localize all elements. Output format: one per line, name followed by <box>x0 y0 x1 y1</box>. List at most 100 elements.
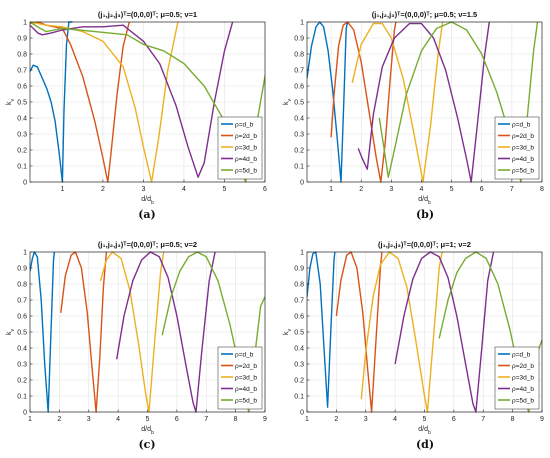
y-tick-label: 0.1 <box>294 393 304 400</box>
y-tick-label: 0.5 <box>17 99 27 106</box>
x-tick-label: 1 <box>28 416 32 423</box>
y-tick-label: 0.5 <box>294 99 304 106</box>
legend-label: ρ=3d_b <box>235 144 257 151</box>
y-tick-label: 0.1 <box>294 163 304 170</box>
y-tick-label: 0.1 <box>17 393 27 400</box>
series-line-1 <box>30 251 56 413</box>
y-axis-label: kv <box>6 99 16 106</box>
y-tick-label: 0.8 <box>294 51 304 58</box>
y-tick-label: 0.7 <box>294 67 304 74</box>
series-line-1 <box>307 251 336 408</box>
x-tick-label: 4 <box>420 186 424 193</box>
y-tick-label: 0 <box>300 409 304 416</box>
legend-label: ρ=5d_b <box>235 397 257 404</box>
legend-label: ρ=3d_b <box>235 374 257 381</box>
chart-title: (j₁,j₂,j₃)ᵀ=(0,0,0)ᵀ; μ=0.5; ν=1 <box>98 10 197 19</box>
y-tick-label: 1 <box>23 19 27 26</box>
y-tick-label: 0.4 <box>17 115 27 122</box>
y-tick-label: 0.2 <box>17 147 27 154</box>
y-tick-label: 0.2 <box>17 377 27 384</box>
legend: ρ=d_b ρ=2d_b ρ=3d_b ρ=4d_b ρ=5d_b <box>494 116 540 180</box>
x-axis-label: d/db <box>141 196 154 206</box>
y-tick-label: 0.6 <box>294 313 304 320</box>
y-tick-label: 0.8 <box>17 51 27 58</box>
legend-label: ρ=4d_b <box>512 156 534 163</box>
y-tick-label: 0.4 <box>17 345 27 352</box>
legend-label: ρ=5d_b <box>512 397 534 404</box>
y-tick-label: 1 <box>300 19 304 26</box>
x-tick-label: 6 <box>452 416 456 423</box>
panel-caption: (d) <box>416 438 434 451</box>
y-tick-label: 0.8 <box>294 281 304 288</box>
legend: ρ=d_b ρ=2d_b ρ=3d_b ρ=4d_b ρ=5d_b <box>494 346 540 410</box>
y-tick-label: 0.8 <box>17 281 27 288</box>
x-tick-label: 8 <box>511 416 515 423</box>
x-tick-label: 1 <box>329 186 333 193</box>
chart-panel-2: 1 2 3 4 5 6 7 8 0 0.1 0.2 0.3 0.4 0.5 0.6 0.7 0.8 0.9 1 (j₁… <box>283 10 544 221</box>
x-tick-label: 1 <box>60 186 64 193</box>
y-tick-label: 0.7 <box>17 67 27 74</box>
x-tick-label: 3 <box>364 416 368 423</box>
x-tick-label: 2 <box>101 186 105 193</box>
x-tick-label: 3 <box>141 186 145 193</box>
x-tick-label: 9 <box>540 416 544 423</box>
series-line-2 <box>335 251 383 413</box>
y-tick-label: 0.6 <box>17 83 27 90</box>
panel-caption: (c) <box>138 438 155 451</box>
y-tick-label: 0.6 <box>294 83 304 90</box>
x-tick-label: 5 <box>146 416 150 423</box>
chart-panel-4: 1 2 3 4 5 6 7 8 9 0 0.1 0.2 0.3 0.4 0.5 0.6 0.7 0.8 0.9 1 (j… <box>283 240 544 451</box>
y-tick-label: 0 <box>23 179 27 186</box>
y-tick-label: 0.1 <box>17 163 27 170</box>
y-axis-label: kv <box>283 329 293 336</box>
y-tick-label: 0.4 <box>294 115 304 122</box>
x-tick-label: 4 <box>116 416 120 423</box>
y-tick-label: 0.3 <box>17 131 27 138</box>
legend-label: ρ=d_b <box>235 351 254 358</box>
chart-title: (j₁,j₂,j₃)ᵀ=(0,0,0)ᵀ; μ=0.5; ν=2 <box>98 240 197 249</box>
legend-box <box>217 116 263 180</box>
series-line-1 <box>30 21 73 183</box>
legend-box <box>494 116 540 180</box>
x-tick-label: 6 <box>263 186 267 193</box>
legend: ρ=d_b ρ=2d_b ρ=3d_b ρ=4d_b ρ=5d_b <box>217 116 263 180</box>
legend-label: ρ=3d_b <box>512 144 534 151</box>
x-tick-label: 2 <box>334 416 338 423</box>
y-tick-label: 0 <box>300 179 304 186</box>
y-tick-label: 0.7 <box>294 297 304 304</box>
y-axis-label: kv <box>283 99 293 106</box>
legend-label: ρ=2d_b <box>235 133 257 140</box>
y-axis-label: kv <box>6 329 16 336</box>
x-axis-label: d/db <box>141 426 154 436</box>
x-tick-label: 1 <box>305 416 309 423</box>
x-tick-label: 3 <box>389 186 393 193</box>
series-line-2 <box>330 21 397 183</box>
y-tick-label: 0.9 <box>17 265 27 272</box>
y-tick-label: 0.6 <box>17 313 27 320</box>
legend-label: ρ=2d_b <box>235 363 257 370</box>
y-tick-label: 0.9 <box>17 35 27 42</box>
legend-box <box>217 346 263 410</box>
y-tick-label: 0.3 <box>17 361 27 368</box>
x-tick-label: 2 <box>359 186 363 193</box>
x-tick-label: 3 <box>87 416 91 423</box>
x-tick-label: 7 <box>510 186 514 193</box>
x-tick-label: 9 <box>263 416 267 423</box>
y-tick-label: 0.3 <box>294 131 304 138</box>
legend: ρ=d_b ρ=2d_b ρ=3d_b ρ=4d_b ρ=5d_b <box>217 346 263 410</box>
legend-label: ρ=4d_b <box>512 386 534 393</box>
chart-title: (j₁,j₂,j₃)ᵀ=(0,0,0)ᵀ; μ=0.5; ν=1.5 <box>372 10 477 19</box>
x-axis-label: d/db <box>418 426 431 436</box>
legend-label: ρ=4d_b <box>235 156 257 163</box>
legend-label: ρ=d_b <box>235 121 254 128</box>
legend-box <box>494 346 540 410</box>
x-tick-label: 5 <box>450 186 454 193</box>
series-line-4 <box>394 251 495 413</box>
chart-panel-1: 1 2 3 4 5 6 0 0.1 0.2 0.3 0.4 0.5 0.6 0.7 0.8 0.9 1 (j₁,j… <box>6 10 267 221</box>
series-line-3 <box>351 21 444 183</box>
legend-label: ρ=5d_b <box>512 167 534 174</box>
y-tick-label: 0.2 <box>294 377 304 384</box>
series-line-1 <box>307 21 349 183</box>
series-line-4 <box>357 21 490 183</box>
y-tick-label: 0.2 <box>294 147 304 154</box>
